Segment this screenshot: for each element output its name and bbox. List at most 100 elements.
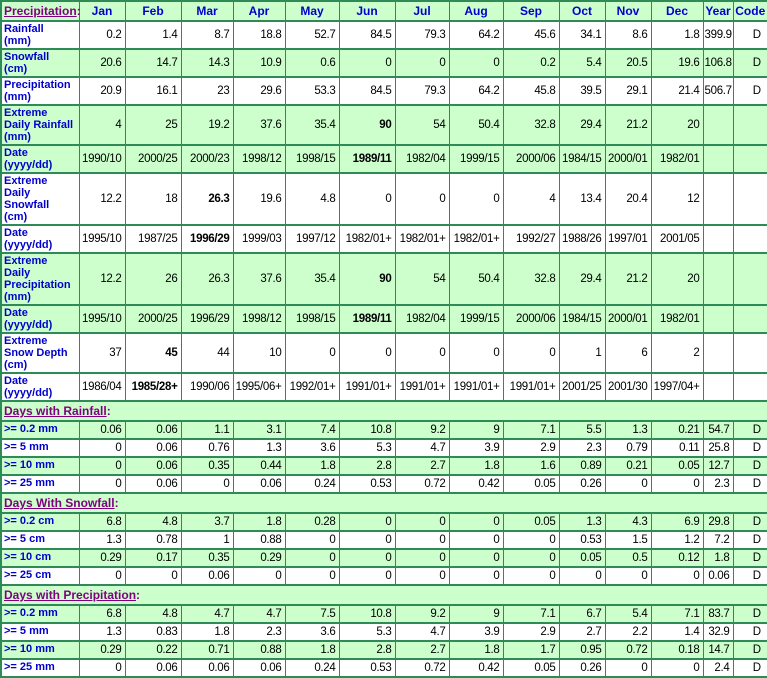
data-cell: 0.35 (180, 456, 234, 476)
section-title-link-days-with-rainfall[interactable]: Days with Rainfall (4, 404, 107, 418)
section-colon: : (114, 496, 119, 510)
data-cell: 0.28 (284, 512, 340, 532)
data-cell: 7.5 (284, 604, 340, 624)
data-cell: 8.6 (604, 20, 652, 50)
data-cell: 0 (338, 512, 396, 532)
table-row-rain-ge-10mm: >= 10 mm 0 0.06 0.35 0.44 1.8 2.8 2.7 1.8 1.6 0.89… (0, 456, 767, 476)
data-cell: 23 (180, 76, 234, 106)
row-label-line: Date (4, 307, 28, 319)
row-label: >= 10 cm (0, 548, 80, 568)
code-cell: D (732, 548, 767, 568)
data-cell: 21.2 (604, 252, 652, 306)
data-cell: 0.05 (558, 548, 606, 568)
data-cell: 6.9 (650, 512, 704, 532)
row-label-line: Daily (4, 267, 31, 279)
table-row-precip-ge-10mm: >= 10 mm 0.29 0.22 0.71 0.88 1.8 2.8 2.7 1.8 1.7 0… (0, 640, 767, 660)
data-cell: 18 (124, 172, 182, 226)
data-cell: 1.5 (604, 530, 652, 550)
year-cell: 106.8 (702, 48, 734, 78)
data-cell: 1.3 (78, 622, 126, 642)
data-cell: 0.24 (284, 474, 340, 494)
data-cell: 0.26 (558, 658, 606, 678)
row-label: >= 10 mm (0, 640, 80, 660)
data-cell: 0 (558, 566, 606, 586)
data-cell: 64.2 (448, 76, 504, 106)
data-cell: 3.6 (284, 438, 340, 458)
data-cell: 45.8 (502, 76, 560, 106)
column-header-jan: Jan (78, 0, 126, 22)
data-cell: 0.05 (502, 512, 560, 532)
data-cell: 2 (650, 332, 704, 374)
data-cell: 5.5 (558, 420, 606, 440)
data-cell: 4.7 (394, 622, 450, 642)
data-cell: 0 (604, 474, 652, 494)
data-cell: 0 (394, 48, 450, 78)
data-cell: 0.12 (650, 548, 704, 568)
year-cell: 2.4 (702, 658, 734, 678)
code-cell: D (732, 658, 767, 678)
data-cell: 0 (284, 332, 340, 374)
data-cell: 1991/01+ (338, 372, 396, 402)
data-cell: 4.8 (284, 172, 340, 226)
data-cell: 45.6 (502, 20, 560, 50)
year-cell: 32.9 (702, 622, 734, 642)
year-cell: 2.3 (702, 474, 734, 494)
data-cell: 0 (502, 332, 560, 374)
data-cell: 0 (78, 474, 126, 494)
row-label-line: Precipitation (4, 79, 71, 91)
data-cell: 0 (448, 512, 504, 532)
data-cell: 3.1 (232, 420, 286, 440)
data-cell: 54 (394, 104, 450, 146)
data-cell: 1989/11 (338, 304, 396, 334)
data-cell: 0.22 (124, 640, 182, 660)
row-label: Extreme Daily Precipitation (mm) (0, 252, 80, 306)
data-cell: 0 (124, 566, 182, 586)
row-label: >= 0.2 mm (0, 420, 80, 440)
data-cell: 0.21 (650, 420, 704, 440)
data-cell: 0 (338, 566, 396, 586)
table-row-date-extreme-daily-rainfall: Date (yyyy/dd) 1990/10 2000/25 2000/23 1998/1… (0, 144, 767, 174)
data-cell: 1.8 (180, 622, 234, 642)
row-label: >= 0.2 mm (0, 604, 80, 624)
data-cell: 0.6 (284, 48, 340, 78)
data-cell: 26.3 (180, 172, 234, 226)
data-cell: 7.4 (284, 420, 340, 440)
data-cell: 19.6 (232, 172, 286, 226)
data-cell: 29.6 (232, 76, 286, 106)
data-cell: 53.3 (284, 76, 340, 106)
row-label-line: Extreme (4, 255, 48, 267)
row-label-line: Date (4, 375, 28, 387)
data-cell: 0.88 (232, 640, 286, 660)
section-title-link-days-with-snowfall[interactable]: Days With Snowfall (4, 496, 115, 510)
row-label: >= 5 cm (0, 530, 80, 550)
row-label-line: (mm) (4, 35, 31, 47)
data-cell: 0 (448, 548, 504, 568)
section-title-link-days-with-precipitation[interactable]: Days with Precipitation (4, 588, 137, 602)
data-cell: 0.71 (180, 640, 234, 660)
year-cell: 506.7 (702, 76, 734, 106)
data-cell: 0 (502, 566, 560, 586)
data-cell: 0.06 (124, 474, 182, 494)
data-cell: 1998/15 (284, 144, 340, 174)
data-cell: 26 (124, 252, 182, 306)
row-label-line: (mm) (4, 91, 31, 103)
table-row-date-extreme-daily-snowfall: Date (yyyy/dd) 1995/10 1987/25 1996/29 1999/0… (0, 224, 767, 254)
data-cell: 2.8 (338, 640, 396, 660)
row-label-line: (cm) (4, 211, 28, 223)
row-label: >= 5 mm (0, 438, 80, 458)
row-label-line: (yyyy/dd) (4, 319, 53, 331)
table-row-date-extreme-snow-depth: Date (yyyy/dd) 1986/04 1985/28+ 1990/06 1995/… (0, 372, 767, 402)
data-cell: 2001/25 (558, 372, 606, 402)
data-cell: 3.7 (180, 512, 234, 532)
precipitation-header-link[interactable]: Precipitation (4, 4, 77, 18)
year-cell: 7.2 (702, 530, 734, 550)
data-cell: 1995/06+ (232, 372, 286, 402)
year-cell (702, 332, 734, 374)
data-cell: 3.9 (448, 438, 504, 458)
data-cell: 0 (338, 530, 396, 550)
data-cell: 79.3 (394, 20, 450, 50)
data-cell: 12.2 (78, 172, 126, 226)
row-label: Snowfall (cm) (0, 48, 80, 78)
data-cell: 1.3 (558, 512, 606, 532)
row-label-line: (yyyy/dd) (4, 159, 53, 171)
